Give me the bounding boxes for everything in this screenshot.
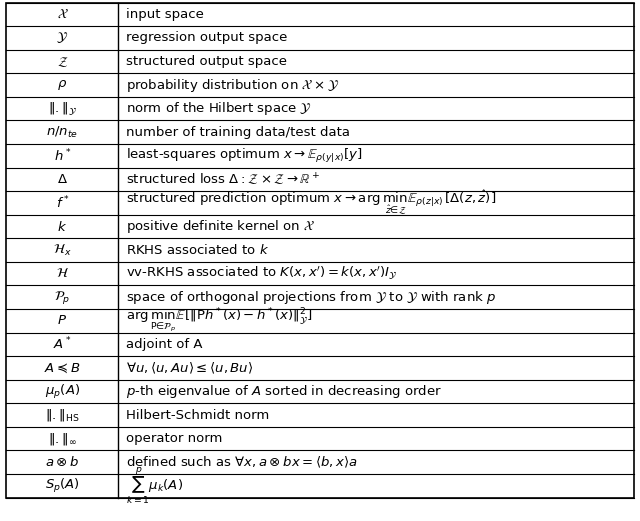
- Text: $\forall u, \langle u, Au\rangle \leq \langle u, Bu\rangle$: $\forall u, \langle u, Au\rangle \leq \l…: [126, 361, 253, 376]
- Text: $\mathcal{Y}$: $\mathcal{Y}$: [56, 30, 68, 45]
- Text: $k$: $k$: [58, 219, 67, 233]
- Text: probability distribution on $\mathcal{X} \times \mathcal{Y}$: probability distribution on $\mathcal{X}…: [126, 77, 339, 94]
- Text: norm of the Hilbert space $\mathcal{Y}$: norm of the Hilbert space $\mathcal{Y}$: [126, 100, 312, 117]
- Text: input space: input space: [126, 8, 204, 21]
- Text: $P$: $P$: [58, 314, 67, 327]
- Text: $\mathcal{H}$: $\mathcal{H}$: [56, 267, 69, 280]
- Text: $\Delta$: $\Delta$: [57, 173, 68, 186]
- Text: regression output space: regression output space: [126, 31, 287, 44]
- Text: $\mathcal{P}_p$: $\mathcal{P}_p$: [54, 289, 70, 306]
- Text: $\|.\|_{\infty}$: $\|.\|_{\infty}$: [48, 431, 77, 446]
- Text: positive definite kernel on $\mathcal{X}$: positive definite kernel on $\mathcal{X}…: [126, 218, 315, 235]
- Text: vv-RKHS associated to $K(x,x') = k(x,x')I_{\mathcal{Y}}$: vv-RKHS associated to $K(x,x') = k(x,x')…: [126, 265, 397, 282]
- Text: $p$-th eigenvalue of $A$ sorted in decreasing order: $p$-th eigenvalue of $A$ sorted in decre…: [126, 383, 442, 400]
- Text: operator norm: operator norm: [126, 432, 223, 445]
- Text: $\mathcal{X}$: $\mathcal{X}$: [56, 8, 68, 21]
- Text: $n/n_{te}$: $n/n_{te}$: [46, 125, 79, 140]
- Text: $\mathcal{Z}$: $\mathcal{Z}$: [57, 55, 68, 69]
- Text: $\|.\|_{\text{HS}}$: $\|.\|_{\text{HS}}$: [45, 407, 79, 423]
- Text: space of orthogonal projections from $\mathcal{Y}$ to $\mathcal{Y}$ with rank $p: space of orthogonal projections from $\m…: [126, 289, 496, 306]
- Text: structured loss $\Delta : \mathcal{Z} \times \mathcal{Z} \rightarrow \mathbb{R}^: structured loss $\Delta : \mathcal{Z} \t…: [126, 171, 321, 188]
- Text: $\mathcal{H}_x$: $\mathcal{H}_x$: [53, 243, 72, 258]
- Text: $\arg\min_{\mathsf{P} \in \mathcal{P}_p} \mathbb{E}[\|\mathsf{P}h^*(x) - h^*(x)\: $\arg\min_{\mathsf{P} \in \mathcal{P}_p}…: [126, 307, 313, 335]
- Text: defined such as $\forall x, a \otimes bx = \langle b, x\rangle a$: defined such as $\forall x, a \otimes bx…: [126, 455, 358, 470]
- Text: least-squares optimum $x \rightarrow \mathbb{E}_{\rho(y|x)}[y]$: least-squares optimum $x \rightarrow \ma…: [126, 147, 363, 165]
- Text: adjoint of A: adjoint of A: [126, 338, 203, 351]
- FancyBboxPatch shape: [6, 3, 634, 498]
- Text: structured output space: structured output space: [126, 55, 287, 68]
- Text: $\mu_p(A)$: $\mu_p(A)$: [45, 382, 80, 401]
- Text: RKHS associated to $k$: RKHS associated to $k$: [126, 243, 269, 257]
- Text: $\sum_{k=1}^p \mu_k(A)$: $\sum_{k=1}^p \mu_k(A)$: [126, 466, 183, 506]
- Text: $A \preceq B$: $A \preceq B$: [44, 361, 81, 375]
- Text: $\|.\|_{\mathcal{Y}}$: $\|.\|_{\mathcal{Y}}$: [48, 101, 77, 117]
- Text: $a \otimes b$: $a \otimes b$: [45, 455, 79, 469]
- Text: $\rho$: $\rho$: [57, 78, 68, 92]
- Text: number of training data/test data: number of training data/test data: [126, 126, 350, 139]
- Text: $S_p(A)$: $S_p(A)$: [45, 477, 80, 495]
- Text: $f^*$: $f^*$: [56, 195, 69, 211]
- Text: $A^*$: $A^*$: [53, 336, 72, 353]
- Text: $h^*$: $h^*$: [54, 147, 71, 164]
- Text: Hilbert-Schmidt norm: Hilbert-Schmidt norm: [126, 408, 269, 421]
- Text: structured prediction optimum $x \rightarrow \arg\min_{\hat{z} \in \mathcal{Z}} : structured prediction optimum $x \righta…: [126, 189, 496, 217]
